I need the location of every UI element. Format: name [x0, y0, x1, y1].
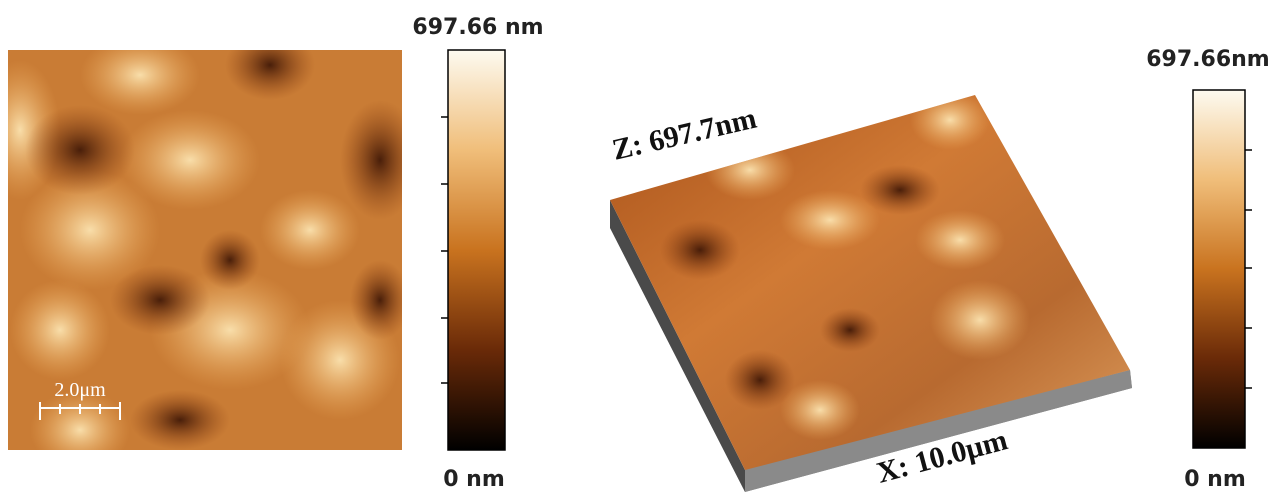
figure: 2.0μm 697.66 nm 0 nm Z: 697.7nm X: 10.0μ… [0, 0, 1274, 493]
afm-3d-surface [610, 90, 1132, 492]
page: 2.0μm 697.66 nm 0 nm Z: 697.7nm X: 10.0μ… [0, 0, 1274, 493]
colorbar-left [441, 50, 505, 450]
colorbar-max: 697.66 nm [412, 15, 543, 40]
z-label: Z: 697.7nm [609, 102, 759, 167]
colorbar-right [1193, 90, 1252, 448]
scale-bar-label: 2.0μm [54, 379, 106, 401]
colorbar-min: 0 nm [1184, 467, 1246, 492]
colorbar-min: 0 nm [443, 467, 505, 492]
afm-2d-image [0, 30, 420, 470]
colorbar-max: 697.66nm [1146, 47, 1269, 72]
